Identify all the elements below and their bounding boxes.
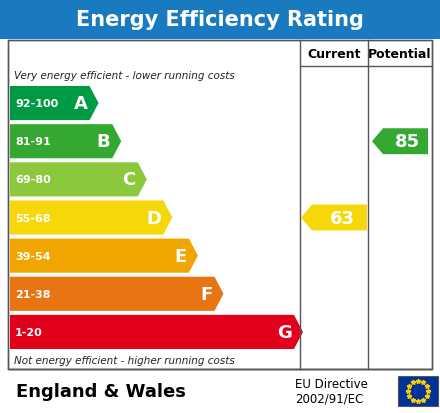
Text: 69-80: 69-80 (15, 175, 51, 185)
Text: 81-91: 81-91 (15, 137, 51, 147)
Polygon shape (10, 239, 198, 273)
Polygon shape (10, 277, 224, 311)
Polygon shape (10, 87, 99, 121)
Polygon shape (372, 129, 428, 155)
Polygon shape (10, 201, 172, 235)
Text: 85: 85 (394, 133, 420, 151)
Bar (0, 0, 440, 40)
Text: 92-100: 92-100 (15, 99, 58, 109)
Text: Energy Efficiency Rating: Energy Efficiency Rating (76, 10, 364, 30)
Text: 63: 63 (330, 209, 355, 227)
Text: 21-38: 21-38 (15, 289, 51, 299)
Text: Current: Current (307, 47, 361, 60)
Polygon shape (10, 125, 121, 159)
Text: EU Directive: EU Directive (295, 377, 368, 391)
Text: 55-68: 55-68 (15, 213, 51, 223)
Polygon shape (10, 163, 147, 197)
Text: Potential: Potential (368, 47, 432, 60)
Bar (8, 41, 432, 369)
Text: D: D (147, 209, 161, 227)
Bar (398, 376, 438, 406)
Text: 39-54: 39-54 (15, 251, 51, 261)
Text: Not energy efficient - higher running costs: Not energy efficient - higher running co… (14, 355, 235, 365)
Polygon shape (301, 205, 367, 231)
Text: A: A (73, 95, 88, 113)
Text: F: F (200, 285, 213, 303)
Text: G: G (277, 323, 292, 341)
Text: England & Wales: England & Wales (16, 382, 186, 400)
Text: Very energy efficient - lower running costs: Very energy efficient - lower running co… (14, 71, 235, 81)
Text: 2002/91/EC: 2002/91/EC (295, 392, 363, 404)
Polygon shape (10, 315, 303, 349)
Text: 1-20: 1-20 (15, 327, 43, 337)
Bar (8, 41, 432, 369)
Text: B: B (97, 133, 110, 151)
Text: C: C (123, 171, 136, 189)
Text: E: E (175, 247, 187, 265)
